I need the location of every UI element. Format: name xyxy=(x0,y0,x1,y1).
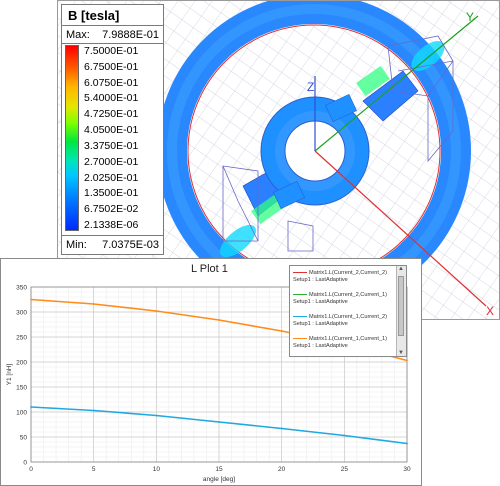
legend-min-label: Min: xyxy=(66,239,87,251)
y-axis-line xyxy=(314,15,479,152)
series-point xyxy=(343,434,346,437)
legend-color-scale xyxy=(65,45,79,231)
legend-tick-label: 4.7250E-01 xyxy=(84,108,139,121)
scroll-down-icon[interactable]: ▼ xyxy=(398,350,404,356)
plot-legend-entry[interactable]: Matrix1.L(Current_2,Current_2) Setup1 : L… xyxy=(293,270,397,284)
legend-tick-label: 3.3750E-01 xyxy=(84,139,139,152)
x-tick-label: 0 xyxy=(29,466,33,473)
y-tick-label: 300 xyxy=(16,310,27,317)
series-point xyxy=(280,330,283,332)
series-point xyxy=(92,409,95,412)
legend-swatch xyxy=(293,338,307,340)
y-tick-label: 0 xyxy=(23,460,27,467)
legend-swatch xyxy=(293,294,307,296)
legend-entry-setup: Setup1 : LastAdaptive xyxy=(293,321,348,327)
y-tick-label: 350 xyxy=(16,285,27,292)
y-axis-label: Y1 [nH] xyxy=(6,363,13,385)
x-tick-label: 10 xyxy=(153,466,161,473)
legend-tick-label: 1.3500E-01 xyxy=(84,187,139,200)
series-point xyxy=(155,414,158,417)
plot-legend-entry[interactable]: Matrix1.L(Current_1,Current_2) Setup1 : L… xyxy=(293,314,397,328)
series-point xyxy=(280,427,283,430)
y-tick-label: 200 xyxy=(16,360,27,367)
scroll-up-icon[interactable]: ▲ xyxy=(398,266,404,272)
y-tick-label: 50 xyxy=(20,435,28,442)
y-axis-label: Y xyxy=(466,10,474,24)
legend-tick-label: 2.0250E-01 xyxy=(84,171,139,184)
legend-swatch xyxy=(293,316,307,318)
x-tick-label: 5 xyxy=(92,466,96,473)
legend-entry-name: Matrix1.L(Current_2,Current_1) xyxy=(309,292,388,298)
series-point xyxy=(406,359,408,362)
series-point xyxy=(30,298,32,301)
legend-entry-setup: Setup1 : LastAdaptive xyxy=(293,343,348,349)
x-axis-label: angle [deg] xyxy=(203,476,235,483)
x-tick-label: 25 xyxy=(341,466,349,473)
series-point xyxy=(406,442,408,445)
scroll-thumb[interactable] xyxy=(398,276,404,336)
y-tick-label: 250 xyxy=(16,335,27,342)
legend-entry-name: Matrix1.L(Current_2,Current_2) xyxy=(309,270,388,276)
plot-legend[interactable]: Matrix1.L(Current_2,Current_2) Setup1 : L… xyxy=(289,265,407,357)
legend-swatch xyxy=(293,272,307,274)
field-legend[interactable]: B [tesla] Max: 7.9888E-01 7.5000E-01 6.75… xyxy=(61,4,164,255)
legend-tick-label: 5.4000E-01 xyxy=(84,92,139,105)
plot-legend-scrollbar[interactable]: ▲ ▼ xyxy=(396,266,406,356)
legend-tick-label: 6.7502E-02 xyxy=(84,203,139,216)
stator-pole-top xyxy=(362,70,419,122)
x-axis-line xyxy=(314,150,487,307)
rotor-tooth-top xyxy=(325,93,357,123)
legend-title: B [tesla] xyxy=(68,8,120,23)
legend-tick-label: 6.0750E-01 xyxy=(84,76,139,89)
plot-title: L Plot 1 xyxy=(191,263,228,275)
series-point xyxy=(218,421,220,423)
plot-window[interactable]: L Plot 1 0 5 10 15 20 25 30 0 50 100 150 200 250 300 3… xyxy=(0,258,422,486)
legend-tick-label: 6.7500E-01 xyxy=(84,60,139,73)
legend-tick-label: 2.7000E-01 xyxy=(84,155,139,168)
series-point xyxy=(92,303,95,305)
plot-legend-entry[interactable]: Matrix1.L(Current_1,Current_1) Setup1 : L… xyxy=(293,336,397,350)
plot-frame xyxy=(30,286,408,463)
x-tick-label: 20 xyxy=(278,466,286,473)
legend-entry-setup: Setup1 : LastAdaptive xyxy=(293,299,348,305)
legend-tick-label: 4.0500E-01 xyxy=(84,124,139,137)
x-axis-label: X xyxy=(486,304,494,318)
rotor-tooth-bottom xyxy=(273,180,305,210)
legend-entry-name: Matrix1.L(Current_1,Current_1) xyxy=(309,336,388,342)
legend-tick-label: 7.5000E-01 xyxy=(84,45,139,57)
series-point xyxy=(218,319,220,321)
coil-wireframes xyxy=(222,35,454,252)
plot-legend-entry[interactable]: Matrix1.L(Current_2,Current_1) Setup1 : L… xyxy=(293,292,397,306)
series-point xyxy=(155,310,158,312)
x-tick-label: 30 xyxy=(403,466,411,473)
legend-tick-label: 2.1338E-06 xyxy=(84,219,139,231)
legend-entry-name: Matrix1.L(Current_1,Current_2) xyxy=(309,314,388,320)
x-tick-label: 15 xyxy=(215,466,223,473)
legend-entry-setup: Setup1 : LastAdaptive xyxy=(293,277,348,283)
series-point xyxy=(30,406,32,408)
legend-max-label: Max: xyxy=(66,29,90,41)
legend-min-value: 7.0375E-03 xyxy=(102,239,159,251)
z-axis-label: Z xyxy=(307,80,314,94)
y-tick-label: 100 xyxy=(16,410,27,417)
y-tick-label: 150 xyxy=(16,385,27,392)
legend-max-value: 7.9888E-01 xyxy=(102,29,159,41)
